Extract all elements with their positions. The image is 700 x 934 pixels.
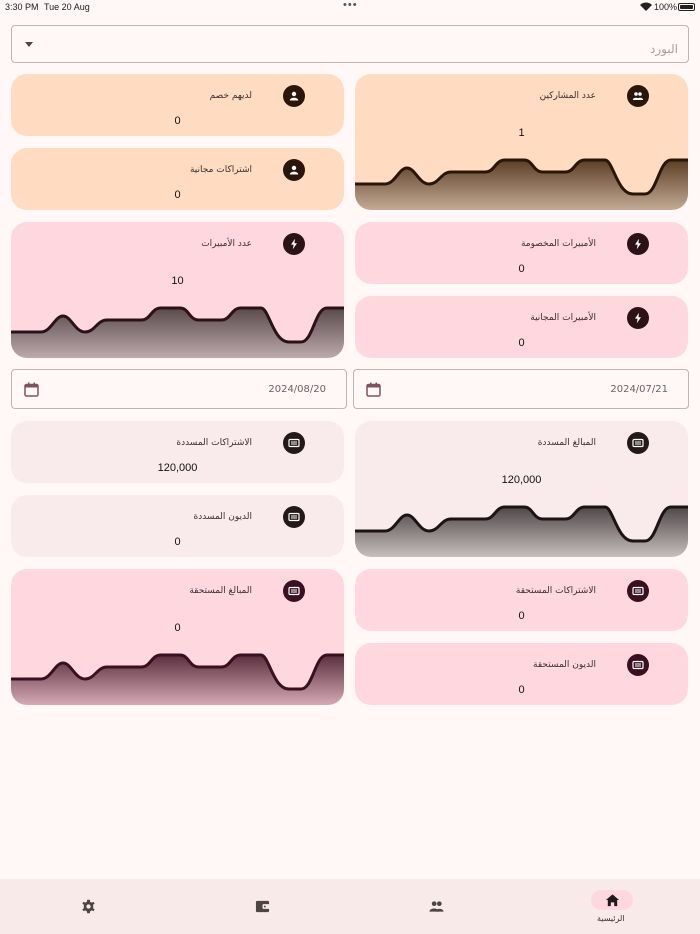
bottom-navigation: الرئيسية <box>0 879 700 934</box>
nav-settings[interactable] <box>60 879 120 934</box>
people-icon <box>429 901 444 912</box>
due-debts-value: 0 <box>518 684 525 696</box>
amperes-count-value: 10 <box>171 275 184 287</box>
due-subscriptions-card: الاشتراكات المستحقة 0 <box>355 569 688 631</box>
paid-amounts-card: المبالغ المسددة 120,000 <box>355 421 688 557</box>
wave-decoration <box>355 505 688 557</box>
free-subscriptions-card: اشتراكات مجانية 0 <box>11 148 344 210</box>
status-time: 3:30 PM <box>5 2 39 12</box>
participants-icon <box>627 85 649 107</box>
battery-percent: 100% <box>654 2 678 12</box>
multitask-dots-icon[interactable]: ••• <box>343 0 358 11</box>
paid-debts-title: الديون المسددة <box>193 512 252 522</box>
nav-home[interactable]: الرئيسية <box>585 879 640 934</box>
due-amounts-value: 0 <box>174 622 181 634</box>
person-icon <box>283 159 305 181</box>
dropdown-arrow-icon <box>25 42 33 47</box>
free-subscriptions-value: 0 <box>174 189 181 201</box>
money-icon <box>283 506 305 528</box>
money-icon <box>627 580 649 602</box>
due-subscriptions-value: 0 <box>518 610 525 622</box>
calendar-icon[interactable] <box>366 382 381 397</box>
money-icon <box>627 432 649 454</box>
free-subscriptions-title: اشتراكات مجانية <box>189 165 252 175</box>
date-from-value: 2024/07/21 <box>610 384 668 395</box>
status-date: Tue 20 Aug <box>44 2 90 12</box>
paid-amounts-value: 120,000 <box>501 474 542 486</box>
participants-value: 1 <box>518 127 525 139</box>
participants-title: عدد المشاركين <box>539 91 596 101</box>
home-icon <box>605 894 620 907</box>
paid-subscriptions-value: 120,000 <box>157 462 198 474</box>
with-discount-card: لديهم خصم 0 <box>11 74 344 136</box>
free-amperes-value: 0 <box>518 337 525 349</box>
wifi-icon <box>640 2 652 11</box>
due-debts-title: الديون المستحقة <box>533 660 596 670</box>
wave-decoration <box>11 306 344 358</box>
due-debts-card: الديون المستحقة 0 <box>355 643 688 705</box>
discounted-amperes-value: 0 <box>518 263 525 275</box>
money-icon <box>283 432 305 454</box>
nav-wallet[interactable] <box>233 879 293 934</box>
due-subscriptions-title: الاشتراكات المستحقة <box>515 586 596 596</box>
person-icon <box>283 85 305 107</box>
due-amounts-card: المبالغ المستحقة 0 <box>11 569 344 705</box>
amperes-count-card: عدد الأمبيرات 10 <box>11 222 344 358</box>
paid-subscriptions-title: الاشتراكات المسددة <box>176 438 252 448</box>
board-dropdown-placeholder: البورد <box>650 42 678 56</box>
free-amperes-card: الأمبيرات المجانية 0 <box>355 296 688 358</box>
paid-debts-value: 0 <box>174 536 181 548</box>
money-icon <box>627 654 649 676</box>
gear-icon <box>82 899 95 914</box>
paid-debts-card: الديون المسددة 0 <box>11 495 344 557</box>
nav-home-label: الرئيسية <box>597 914 625 923</box>
nav-participants[interactable] <box>407 879 467 934</box>
amperes-count-title: عدد الأمبيرات <box>201 239 252 249</box>
bolt-icon <box>627 233 649 255</box>
battery-icon <box>678 3 695 11</box>
wave-decoration <box>355 158 688 210</box>
date-to-field[interactable]: 2024/08/20 <box>11 369 347 409</box>
calendar-icon[interactable] <box>24 382 39 397</box>
due-amounts-title: المبالغ المستحقة <box>189 586 252 596</box>
with-discount-title: لديهم خصم <box>209 91 252 101</box>
date-from-field[interactable]: 2024/07/21 <box>353 369 689 409</box>
wallet-icon <box>255 900 270 913</box>
participants-card: عدد المشاركين 1 <box>355 74 688 210</box>
date-to-value: 2024/08/20 <box>268 384 326 395</box>
free-amperes-title: الأمبيرات المجانية <box>530 313 596 323</box>
paid-subscriptions-card: الاشتراكات المسددة 120,000 <box>11 421 344 483</box>
bolt-icon <box>283 233 305 255</box>
board-dropdown[interactable]: البورد <box>11 25 689 63</box>
money-icon <box>283 580 305 602</box>
discounted-amperes-title: الأمبيرات المخصومة <box>520 239 596 249</box>
with-discount-value: 0 <box>174 115 181 127</box>
status-bar: 3:30 PM Tue 20 Aug ••• 100% <box>0 0 700 16</box>
bolt-icon <box>627 307 649 329</box>
paid-amounts-title: المبالغ المسددة <box>537 438 596 448</box>
wave-decoration <box>11 653 344 705</box>
discounted-amperes-card: الأمبيرات المخصومة 0 <box>355 222 688 284</box>
